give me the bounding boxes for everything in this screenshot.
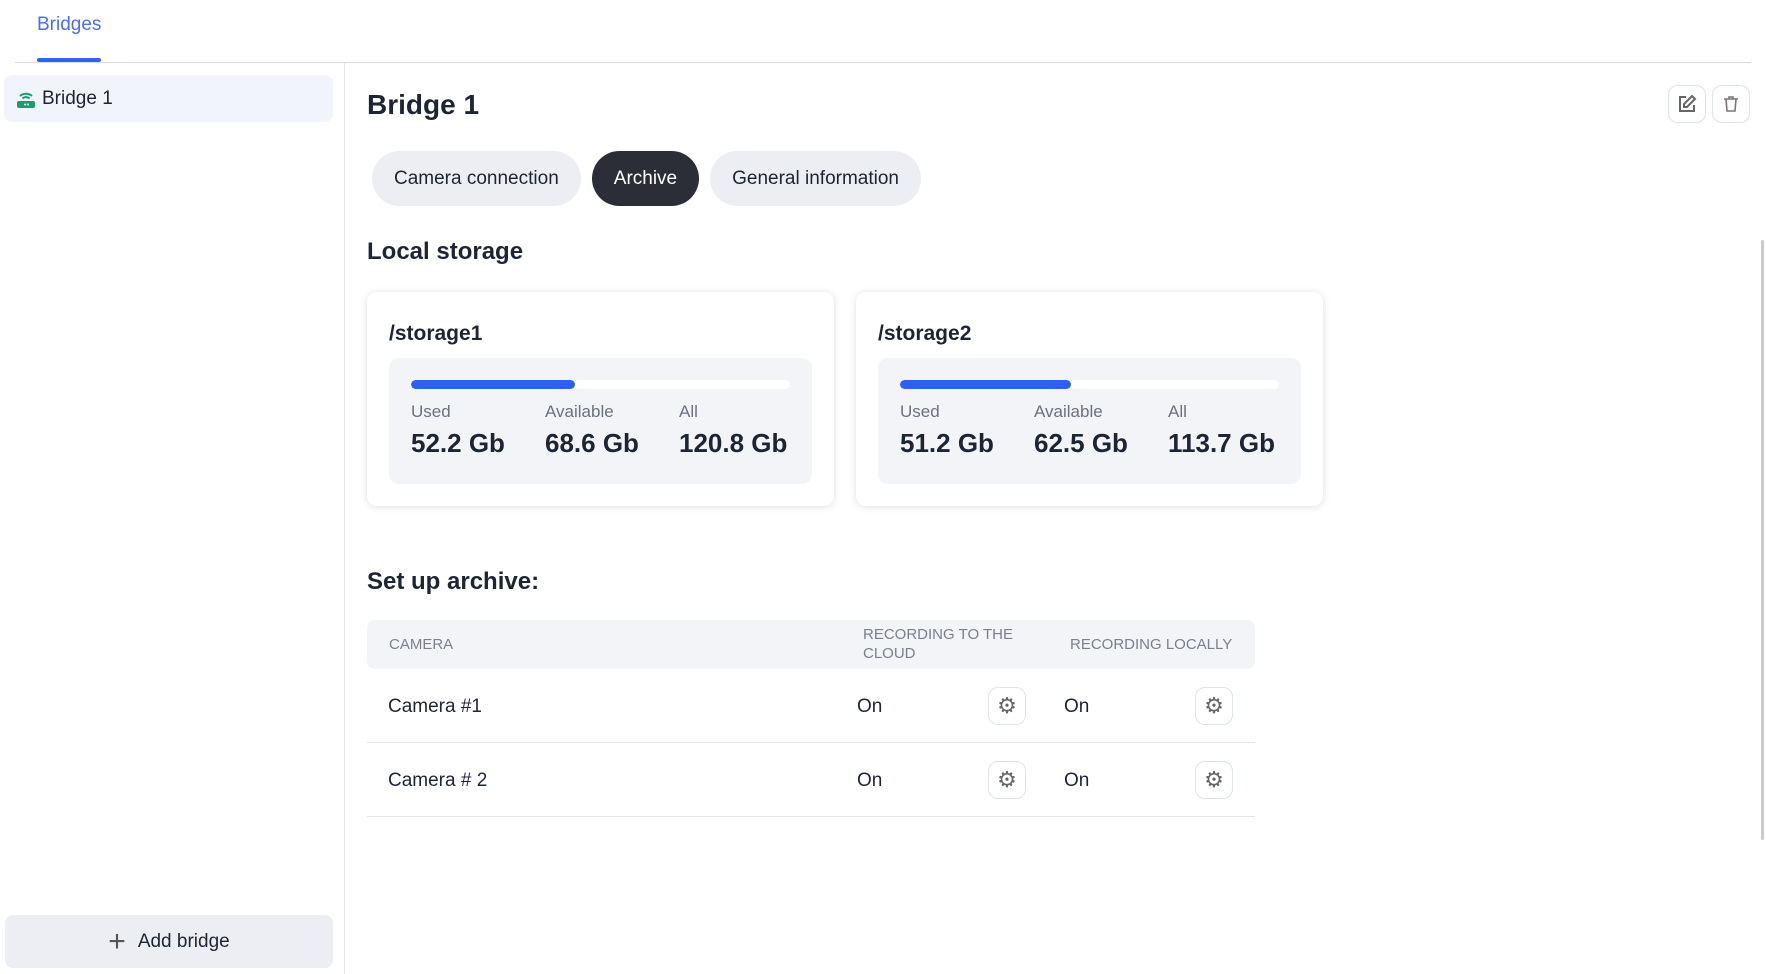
storage-name: /storage2: [878, 322, 972, 345]
all-label: All: [1168, 402, 1187, 421]
storage-name: /storage1: [389, 322, 483, 345]
cloud-status: On: [857, 696, 883, 717]
available-value: 62.5 Gb: [1034, 428, 1128, 458]
used-value: 51.2 Gb: [900, 428, 994, 458]
trash-icon: [1724, 96, 1738, 112]
cloud-settings-button[interactable]: ⚙: [988, 687, 1026, 725]
gear-icon: ⚙: [997, 767, 1017, 792]
local-settings-button[interactable]: ⚙: [1195, 761, 1233, 799]
scrollbar[interactable]: [1761, 240, 1764, 840]
all-value: 113.7 Gb: [1168, 428, 1275, 458]
sidebar-item-bridge-1[interactable]: Bridge 1: [4, 75, 333, 122]
all-label: All: [679, 402, 698, 421]
available-value: 68.6 Gb: [545, 428, 639, 458]
header-camera: CAMERA: [389, 636, 454, 653]
storage-usage-fill: [900, 380, 1071, 389]
header-cloud: RECORDING TO THE CLOUD: [863, 626, 1014, 662]
main-panel: Bridge 1 Camera connection Archive Gener…: [367, 63, 1766, 974]
tab-bridges[interactable]: Bridges: [37, 14, 102, 62]
used-label: Used: [900, 402, 940, 421]
camera-name: Camera # 2: [388, 770, 488, 791]
edit-button[interactable]: [1668, 85, 1706, 123]
sidebar: Bridge 1 + Add bridge: [0, 63, 345, 974]
router-icon: [17, 92, 35, 108]
header-local: RECORDING LOCALLY: [1070, 636, 1233, 653]
add-bridge-button[interactable]: + Add bridge: [5, 915, 333, 968]
gear-icon: ⚙: [1204, 767, 1224, 792]
table-row: Camera # 2 On ⚙ On ⚙: [367, 743, 1255, 817]
storage-usage-bar: [411, 380, 790, 389]
cloud-status: On: [857, 770, 883, 791]
storage-card: /storage1 Used 52.2 Gb Available 68.6 Gb A…: [367, 292, 834, 506]
tab-archive[interactable]: Archive: [591, 151, 700, 206]
sidebar-item-label: Bridge 1: [42, 87, 113, 109]
delete-button[interactable]: [1712, 85, 1750, 123]
table-header: CAMERA RECORDING TO THE CLOUD RECORDING …: [367, 620, 1255, 669]
local-storage-heading: Local storage: [367, 238, 524, 265]
used-label: Used: [411, 402, 451, 421]
local-settings-button[interactable]: ⚙: [1195, 687, 1233, 725]
available-label: Available: [1034, 402, 1103, 421]
edit-icon: [1679, 94, 1697, 112]
camera-name: Camera #1: [388, 696, 482, 717]
local-status: On: [1064, 770, 1090, 791]
gear-icon: ⚙: [997, 693, 1017, 718]
used-value: 52.2 Gb: [411, 428, 505, 458]
archive-heading: Set up archive:: [367, 568, 540, 595]
table-row: Camera #1 On ⚙ On ⚙: [367, 669, 1255, 743]
tab-general-information[interactable]: General information: [710, 151, 921, 206]
cloud-settings-button[interactable]: ⚙: [988, 761, 1026, 799]
available-label: Available: [545, 402, 614, 421]
add-bridge-label: Add bridge: [137, 930, 230, 952]
plus-icon: +: [108, 924, 126, 958]
gear-icon: ⚙: [1204, 693, 1224, 718]
storage-usage-bar: [900, 380, 1279, 389]
page-title: Bridge 1: [367, 89, 480, 120]
archive-table: CAMERA RECORDING TO THE CLOUD RECORDING …: [367, 620, 1255, 817]
top-nav: Bridges: [15, 0, 1751, 63]
all-value: 120.8 Gb: [679, 428, 788, 458]
tab-bar: Camera connection Archive General inform…: [372, 151, 921, 206]
local-status: On: [1064, 696, 1090, 717]
storage-usage-fill: [411, 380, 575, 389]
storage-card: /storage2 Used 51.2 Gb Available 62.5 Gb A…: [856, 292, 1323, 506]
tab-camera-connection[interactable]: Camera connection: [372, 151, 581, 206]
